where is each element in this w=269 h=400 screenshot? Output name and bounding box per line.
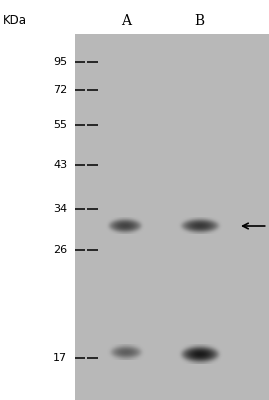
Text: B: B: [194, 14, 204, 28]
Bar: [75, 34, 269, 400]
Text: 95: 95: [53, 57, 67, 67]
Text: 43: 43: [53, 160, 67, 170]
Text: KDa: KDa: [3, 14, 27, 27]
Text: A: A: [121, 14, 132, 28]
Text: 55: 55: [53, 120, 67, 130]
Text: 72: 72: [53, 85, 67, 95]
Text: 34: 34: [53, 204, 67, 214]
Text: 26: 26: [53, 245, 67, 255]
Text: 17: 17: [53, 353, 67, 363]
